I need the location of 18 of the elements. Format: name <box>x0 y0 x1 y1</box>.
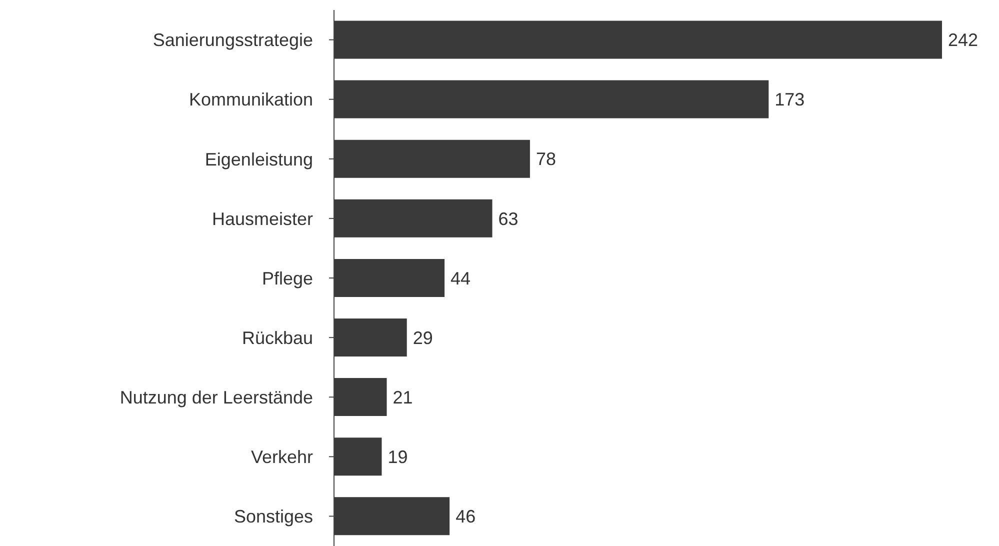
data-label: 46 <box>456 506 476 527</box>
y-tick-label: Nutzung der Leerstände <box>120 388 313 408</box>
y-tick-label: Sonstiges <box>234 506 313 527</box>
y-tick-label: Rückbau <box>242 328 313 348</box>
data-label: 29 <box>412 328 433 348</box>
data-label: 63 <box>498 208 518 229</box>
y-tick-label: Sanierungsstrategie <box>152 30 313 50</box>
data-label: 19 <box>388 447 408 467</box>
data-label: 44 <box>450 268 471 288</box>
y-tick-label: Pflege <box>262 268 313 288</box>
data-label: 21 <box>392 387 413 408</box>
data-label: 242 <box>948 30 978 50</box>
y-tick-label: Verkehr <box>250 447 313 468</box>
y-tick-label: Hausmeister <box>212 208 314 229</box>
y-tick-label: Kommunikation <box>188 90 313 110</box>
y-tick-label: Eigenleistung <box>204 149 313 170</box>
data-label: 78 <box>536 149 556 170</box>
data-label: 173 <box>774 90 805 110</box>
